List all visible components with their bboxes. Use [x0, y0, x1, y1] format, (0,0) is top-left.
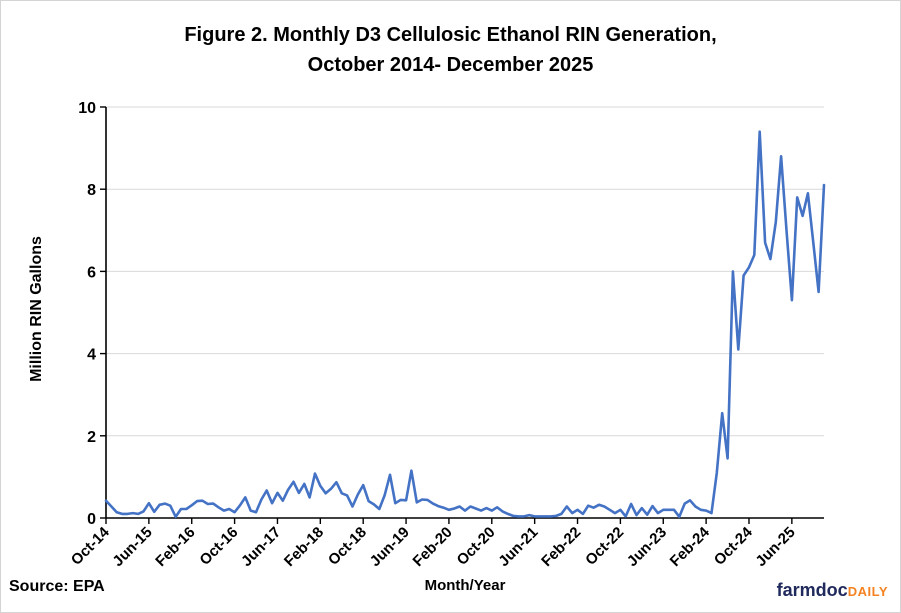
chart-title-line1: Figure 2. Monthly D3 Cellulosic Ethanol …: [184, 24, 717, 46]
svg-text:8: 8: [87, 182, 96, 199]
logo-farmdoc-text: farmdoc: [776, 580, 848, 600]
gridlines: [106, 106, 824, 437]
svg-text:Jun-21: Jun-21: [495, 524, 541, 570]
svg-text:Feb-24: Feb-24: [667, 523, 714, 570]
svg-text:Oct-16: Oct-16: [196, 524, 241, 569]
x-tick-labels: Oct-14Jun-15Feb-16Oct-16Jun-17Feb-18Oct-…: [68, 523, 799, 570]
svg-text:Jun-19: Jun-19: [367, 524, 413, 570]
svg-text:4: 4: [87, 347, 96, 364]
svg-text:Oct-14: Oct-14: [68, 523, 113, 568]
axes: [100, 106, 824, 524]
svg-text:Oct-22: Oct-22: [582, 524, 627, 569]
svg-text:Jun-15: Jun-15: [109, 524, 155, 570]
svg-text:0: 0: [87, 511, 96, 528]
svg-text:Oct-18: Oct-18: [325, 524, 370, 569]
svg-text:Oct-20: Oct-20: [454, 524, 499, 569]
svg-text:Jun-23: Jun-23: [624, 524, 670, 570]
svg-text:6: 6: [87, 264, 96, 281]
farmdoc-daily-logo: farmdocDAILY: [777, 580, 888, 601]
svg-text:Feb-16: Feb-16: [152, 524, 198, 570]
svg-text:Oct-24: Oct-24: [711, 523, 756, 568]
svg-text:2: 2: [87, 429, 96, 446]
svg-text:Jun-17: Jun-17: [238, 524, 284, 570]
svg-text:10: 10: [78, 100, 96, 117]
x-axis-title: Month/Year: [424, 577, 506, 594]
svg-text:Feb-22: Feb-22: [538, 524, 584, 570]
source-note: Source: EPA: [9, 578, 105, 595]
data-series-line: [104, 130, 826, 519]
svg-text:Jun-25: Jun-25: [752, 524, 798, 570]
chart-title: Figure 2. Monthly D3 Cellulosic Ethanol …: [1, 20, 900, 80]
svg-text:Feb-18: Feb-18: [281, 524, 327, 570]
chart-title-line2: October 2014- December 2025: [307, 54, 594, 76]
y-tick-labels: 0 2 4 6 8 10: [78, 100, 96, 528]
logo-daily-text: DAILY: [847, 584, 888, 599]
svg-text:Feb-20: Feb-20: [410, 524, 456, 570]
